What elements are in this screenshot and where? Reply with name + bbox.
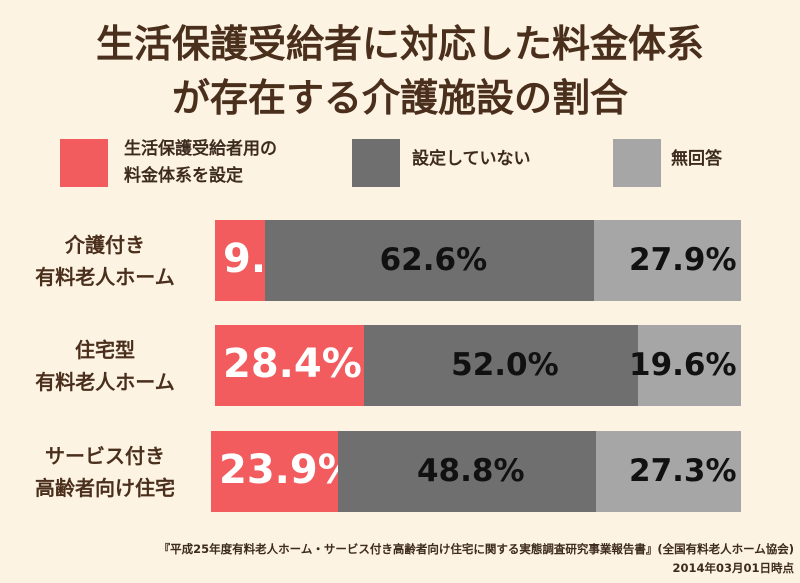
- category-label-line: 介護付き: [65, 233, 145, 257]
- legend-label-not-set: 設定していない: [412, 149, 531, 169]
- legend-label-fee-set: 生活保護受給者用の 料金体系を設定: [124, 136, 277, 190]
- bar-kaigo-tsuki-not-set: [264, 220, 595, 301]
- category-label-service-tsuki: サービス付き 高齢者向け住宅: [10, 440, 200, 504]
- value-label-service-tsuki-fee-set: 23.9%: [219, 447, 358, 493]
- legend-swatch-not-set: [352, 139, 400, 187]
- category-label-line: サービス付き: [45, 444, 165, 468]
- category-label-line: 有料老人ホーム: [35, 370, 175, 394]
- legend-label-no-answer: 無回答: [671, 149, 722, 169]
- bar-jutaku-gata-fee-set: [215, 325, 365, 406]
- chart-title-line-2: が存在する介護施設の割合: [171, 76, 628, 120]
- source-citation: 『平成25年度有料老人ホーム・サービス付き高齢者向け住宅に関する実態調査研究事業…: [158, 542, 794, 556]
- legend-swatch-no-answer: [613, 139, 661, 187]
- legend-label-fee-set-line-2: 料金体系を設定: [124, 166, 243, 186]
- bar-service-tsuki-no-answer: [596, 431, 741, 512]
- category-label-jutaku-gata: 住宅型有料老人ホーム: [10, 334, 200, 398]
- chart-title-line-1: 生活保護受給者に対応した料金体系: [95, 22, 704, 66]
- value-label-service-tsuki-not-set: 48.8%: [416, 453, 525, 489]
- value-label-kaigo-tsuki-not-set: 62.6%: [379, 242, 488, 278]
- category-label-line: 高齢者向け住宅: [35, 476, 175, 500]
- category-label-line: 有料老人ホーム: [35, 265, 175, 289]
- survey-date: 2014年03月01日時点: [672, 561, 794, 575]
- bar-kaigo-tsuki-fee-set: [215, 220, 265, 301]
- bar-service-tsuki-fee-set: [211, 431, 338, 512]
- bar-jutaku-gata-no-answer: [637, 325, 741, 406]
- bar-jutaku-gata-not-set: [364, 325, 638, 406]
- category-label-kaigo-tsuki: 介護付き有料老人ホーム: [10, 229, 200, 293]
- legend-swatch-fee-set: [60, 139, 108, 187]
- value-label-kaigo-tsuki-no-answer: 27.9%: [629, 242, 737, 278]
- value-label-jutaku-gata-not-set: 52.0%: [451, 347, 559, 383]
- bar-service-tsuki-not-set: [337, 431, 597, 512]
- category-label-line: 住宅型: [75, 338, 135, 362]
- value-label-service-tsuki-no-answer: 27.3%: [629, 453, 737, 489]
- value-label-jutaku-gata-fee-set: 28.4%: [223, 341, 362, 387]
- bar-kaigo-tsuki-no-answer: [594, 220, 741, 301]
- legend-label-fee-set-line-1: 生活保護受給者用の: [124, 139, 277, 159]
- value-label-jutaku-gata-no-answer: 19.6%: [629, 347, 737, 383]
